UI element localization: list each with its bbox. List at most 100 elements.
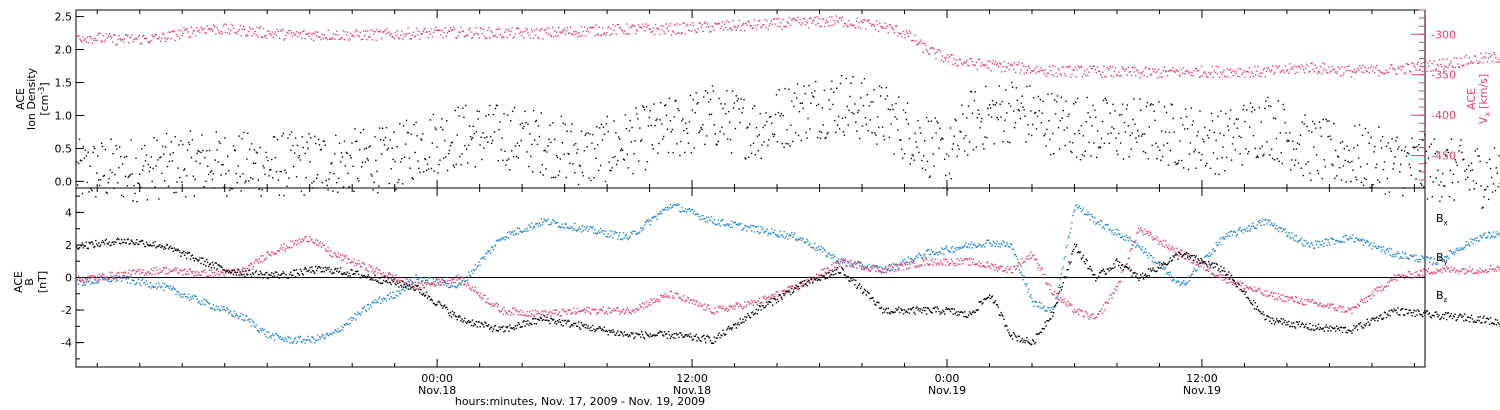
density-point — [1032, 123, 1034, 126]
density-point — [125, 155, 128, 158]
by-point — [800, 239, 802, 241]
velocity-point — [1420, 63, 1423, 65]
velocity-point — [986, 67, 988, 69]
density-point — [118, 167, 120, 169]
density-point — [586, 146, 588, 148]
by-point — [426, 280, 429, 282]
velocity-point — [1072, 68, 1074, 71]
velocity-point — [1454, 66, 1457, 69]
density-point — [185, 175, 188, 177]
density-point — [1287, 139, 1289, 141]
by-point — [1280, 227, 1282, 230]
velocity-point — [1439, 63, 1442, 66]
density-point — [729, 138, 732, 141]
by-point — [1057, 286, 1060, 288]
density-point — [1401, 149, 1403, 152]
velocity-point — [607, 27, 609, 29]
by-point — [944, 248, 946, 250]
density-point — [484, 137, 486, 139]
velocity-point — [1102, 71, 1104, 73]
by-point — [1415, 255, 1417, 257]
density-point — [506, 159, 508, 161]
by-point — [868, 263, 870, 266]
velocity-point — [488, 26, 490, 29]
by-point — [988, 239, 990, 241]
velocity-point — [1402, 65, 1405, 68]
velocity-point — [216, 26, 218, 29]
density-point — [613, 120, 615, 122]
density-point — [648, 116, 650, 119]
density-point — [1362, 184, 1365, 186]
velocity-point — [566, 27, 569, 29]
by-point — [447, 286, 450, 289]
velocity-point — [1405, 62, 1408, 65]
density-point — [749, 123, 751, 125]
density-point — [326, 184, 328, 187]
density-point — [642, 106, 645, 108]
by-point — [632, 230, 634, 233]
density-point — [685, 122, 687, 124]
velocity-point — [646, 26, 648, 28]
density-point — [436, 146, 438, 148]
by-point — [1317, 246, 1320, 248]
velocity-point — [207, 28, 210, 30]
velocity-point — [984, 65, 986, 67]
density-point — [917, 120, 919, 122]
velocity-point — [1261, 72, 1263, 74]
by-point — [1287, 234, 1289, 236]
density-point — [621, 149, 624, 151]
density-point — [1308, 130, 1310, 132]
by-point — [1273, 223, 1276, 225]
density-point — [1335, 149, 1337, 152]
velocity-point — [742, 23, 744, 25]
by-point — [298, 337, 301, 339]
by-point — [259, 328, 261, 330]
density-point — [885, 86, 888, 89]
density-point — [276, 139, 279, 141]
by-point — [666, 206, 669, 208]
velocity-point — [1057, 67, 1059, 70]
by-point — [596, 233, 598, 235]
density-point — [100, 142, 103, 144]
by-point — [359, 313, 361, 315]
velocity-point — [512, 37, 514, 39]
by-point — [511, 231, 513, 234]
velocity-point — [1316, 72, 1319, 74]
density-point — [1212, 152, 1215, 154]
by-point — [859, 261, 861, 263]
by-point — [1378, 245, 1380, 248]
by-point — [264, 333, 266, 336]
density-point — [1268, 105, 1270, 107]
velocity-point — [479, 27, 481, 29]
velocity-point — [976, 68, 979, 71]
density-point — [1271, 148, 1273, 151]
by-point — [114, 274, 116, 277]
by-point — [758, 232, 760, 235]
velocity-series — [76, 15, 1500, 79]
density-point — [1350, 180, 1352, 183]
velocity-point — [523, 37, 525, 39]
by-point — [1293, 239, 1295, 241]
velocity-point — [206, 25, 209, 27]
by-point — [113, 278, 115, 280]
velocity-point — [712, 26, 714, 28]
velocity-point — [151, 34, 153, 36]
velocity-point — [354, 31, 356, 33]
density-point — [1406, 152, 1409, 154]
density-point — [1415, 178, 1417, 180]
velocity-point — [862, 21, 864, 24]
by-point — [1165, 273, 1168, 275]
density-point — [918, 151, 920, 154]
density-point — [294, 152, 296, 154]
density-point — [615, 132, 617, 134]
by-point — [398, 290, 400, 292]
velocity-point — [1373, 66, 1375, 68]
density-point — [649, 110, 651, 112]
by-point — [136, 281, 138, 284]
density-point — [767, 144, 769, 147]
velocity-point — [951, 54, 953, 56]
density-point — [913, 159, 915, 161]
velocity-point — [1000, 63, 1002, 65]
density-point — [893, 153, 895, 155]
velocity-point — [186, 28, 188, 30]
